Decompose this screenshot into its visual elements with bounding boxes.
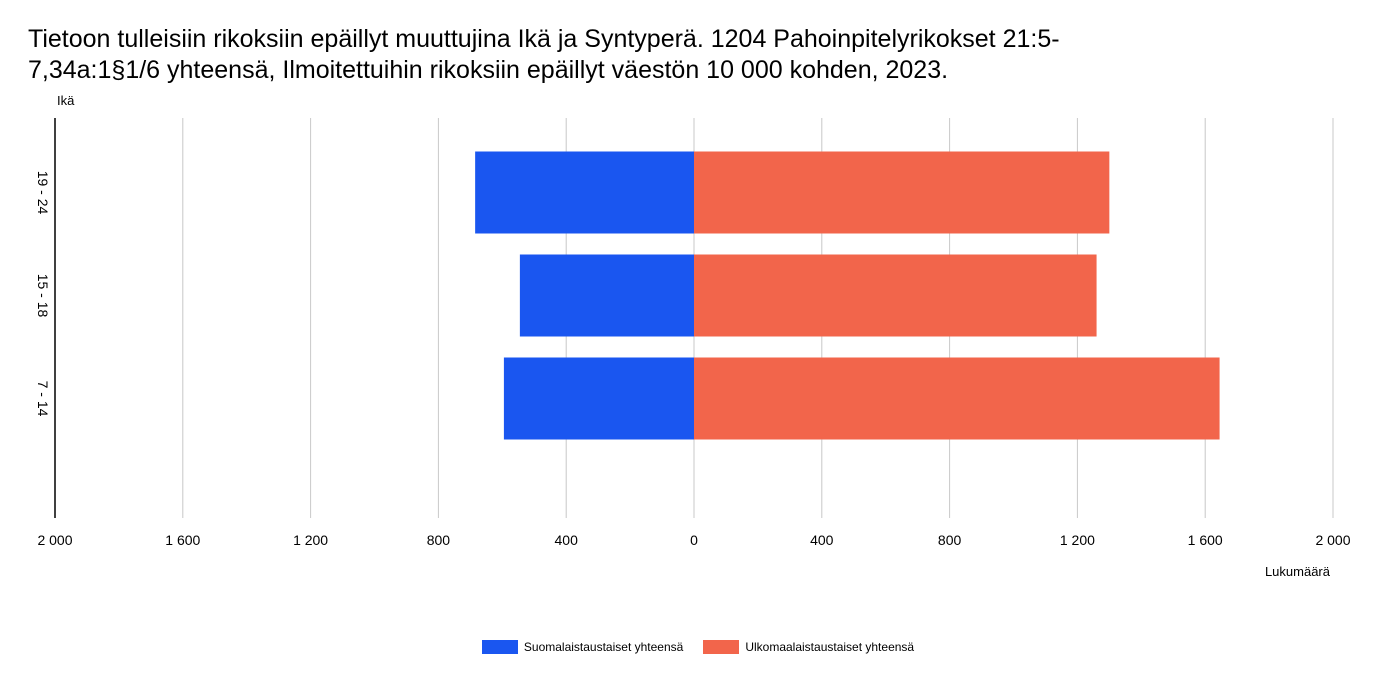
- x-tick-label: 800: [427, 532, 451, 548]
- bar-ulkomaalaistaustaiset: [694, 254, 1097, 337]
- legend-swatch-series-1: [481, 640, 518, 654]
- bar-ulkomaalaistaustaiset: [694, 151, 1110, 234]
- chart-title-line-1: Tietoon tulleisiin rikoksiin epäillyt mu…: [28, 25, 1060, 53]
- x-tick-label: 2 000: [37, 532, 72, 548]
- x-tick-label: 0: [690, 532, 698, 548]
- bars: [475, 151, 1220, 440]
- bar-suomalaistaustaiset: [519, 254, 694, 337]
- legend-label-series-1: Suomalaistaustaiset yhteensä: [523, 640, 684, 654]
- x-tick-label: 400: [810, 532, 834, 548]
- x-tick-label: 2 000: [1315, 532, 1350, 548]
- y-tick-label: 19 - 24: [35, 171, 51, 215]
- x-axis-label: Lukumäärä: [1265, 564, 1331, 579]
- x-tick-label: 800: [938, 532, 962, 548]
- y-axis-label: Ikä: [57, 93, 75, 108]
- y-tick-labels: 19 - 24 15 - 18 7 - 14: [35, 171, 51, 417]
- y-tick-label: 7 - 14: [35, 381, 51, 417]
- x-tick-labels: 2 000 1 600 1 200 800 400 0 400 800 1 200 1 600 2 …: [37, 532, 1350, 548]
- y-tick-label: 15 - 18: [35, 274, 51, 318]
- x-tick-label: 1 200: [293, 532, 328, 548]
- legend-item-series-2: Ulkomaalaistaustaiset yhteensä: [703, 640, 914, 654]
- x-tick-label: 1 600: [1188, 532, 1223, 548]
- x-tick-label: 400: [555, 532, 579, 548]
- legend-item-series-1: Suomalaistaustaiset yhteensä: [481, 640, 684, 654]
- legend-label-series-2: Ulkomaalaistaustaiset yhteensä: [745, 640, 915, 654]
- chart-title-line-2: 7,34a:1§1/6 yhteensä, Ilmoitettuihin rik…: [28, 56, 949, 84]
- x-tick-label: 1 200: [1060, 532, 1095, 548]
- legend-swatch-series-2: [703, 640, 740, 654]
- chart-title: Tietoon tulleisiin rikoksiin epäillyt mu…: [28, 24, 1358, 86]
- bar-suomalaistaustaiset: [475, 151, 694, 234]
- x-tick-label: 1 600: [165, 532, 200, 548]
- bar-suomalaistaustaiset: [503, 357, 694, 440]
- bar-ulkomaalaistaustaiset: [694, 357, 1220, 440]
- legend: Suomalaistaustaiset yhteensä Ulkomaalais…: [0, 640, 1396, 654]
